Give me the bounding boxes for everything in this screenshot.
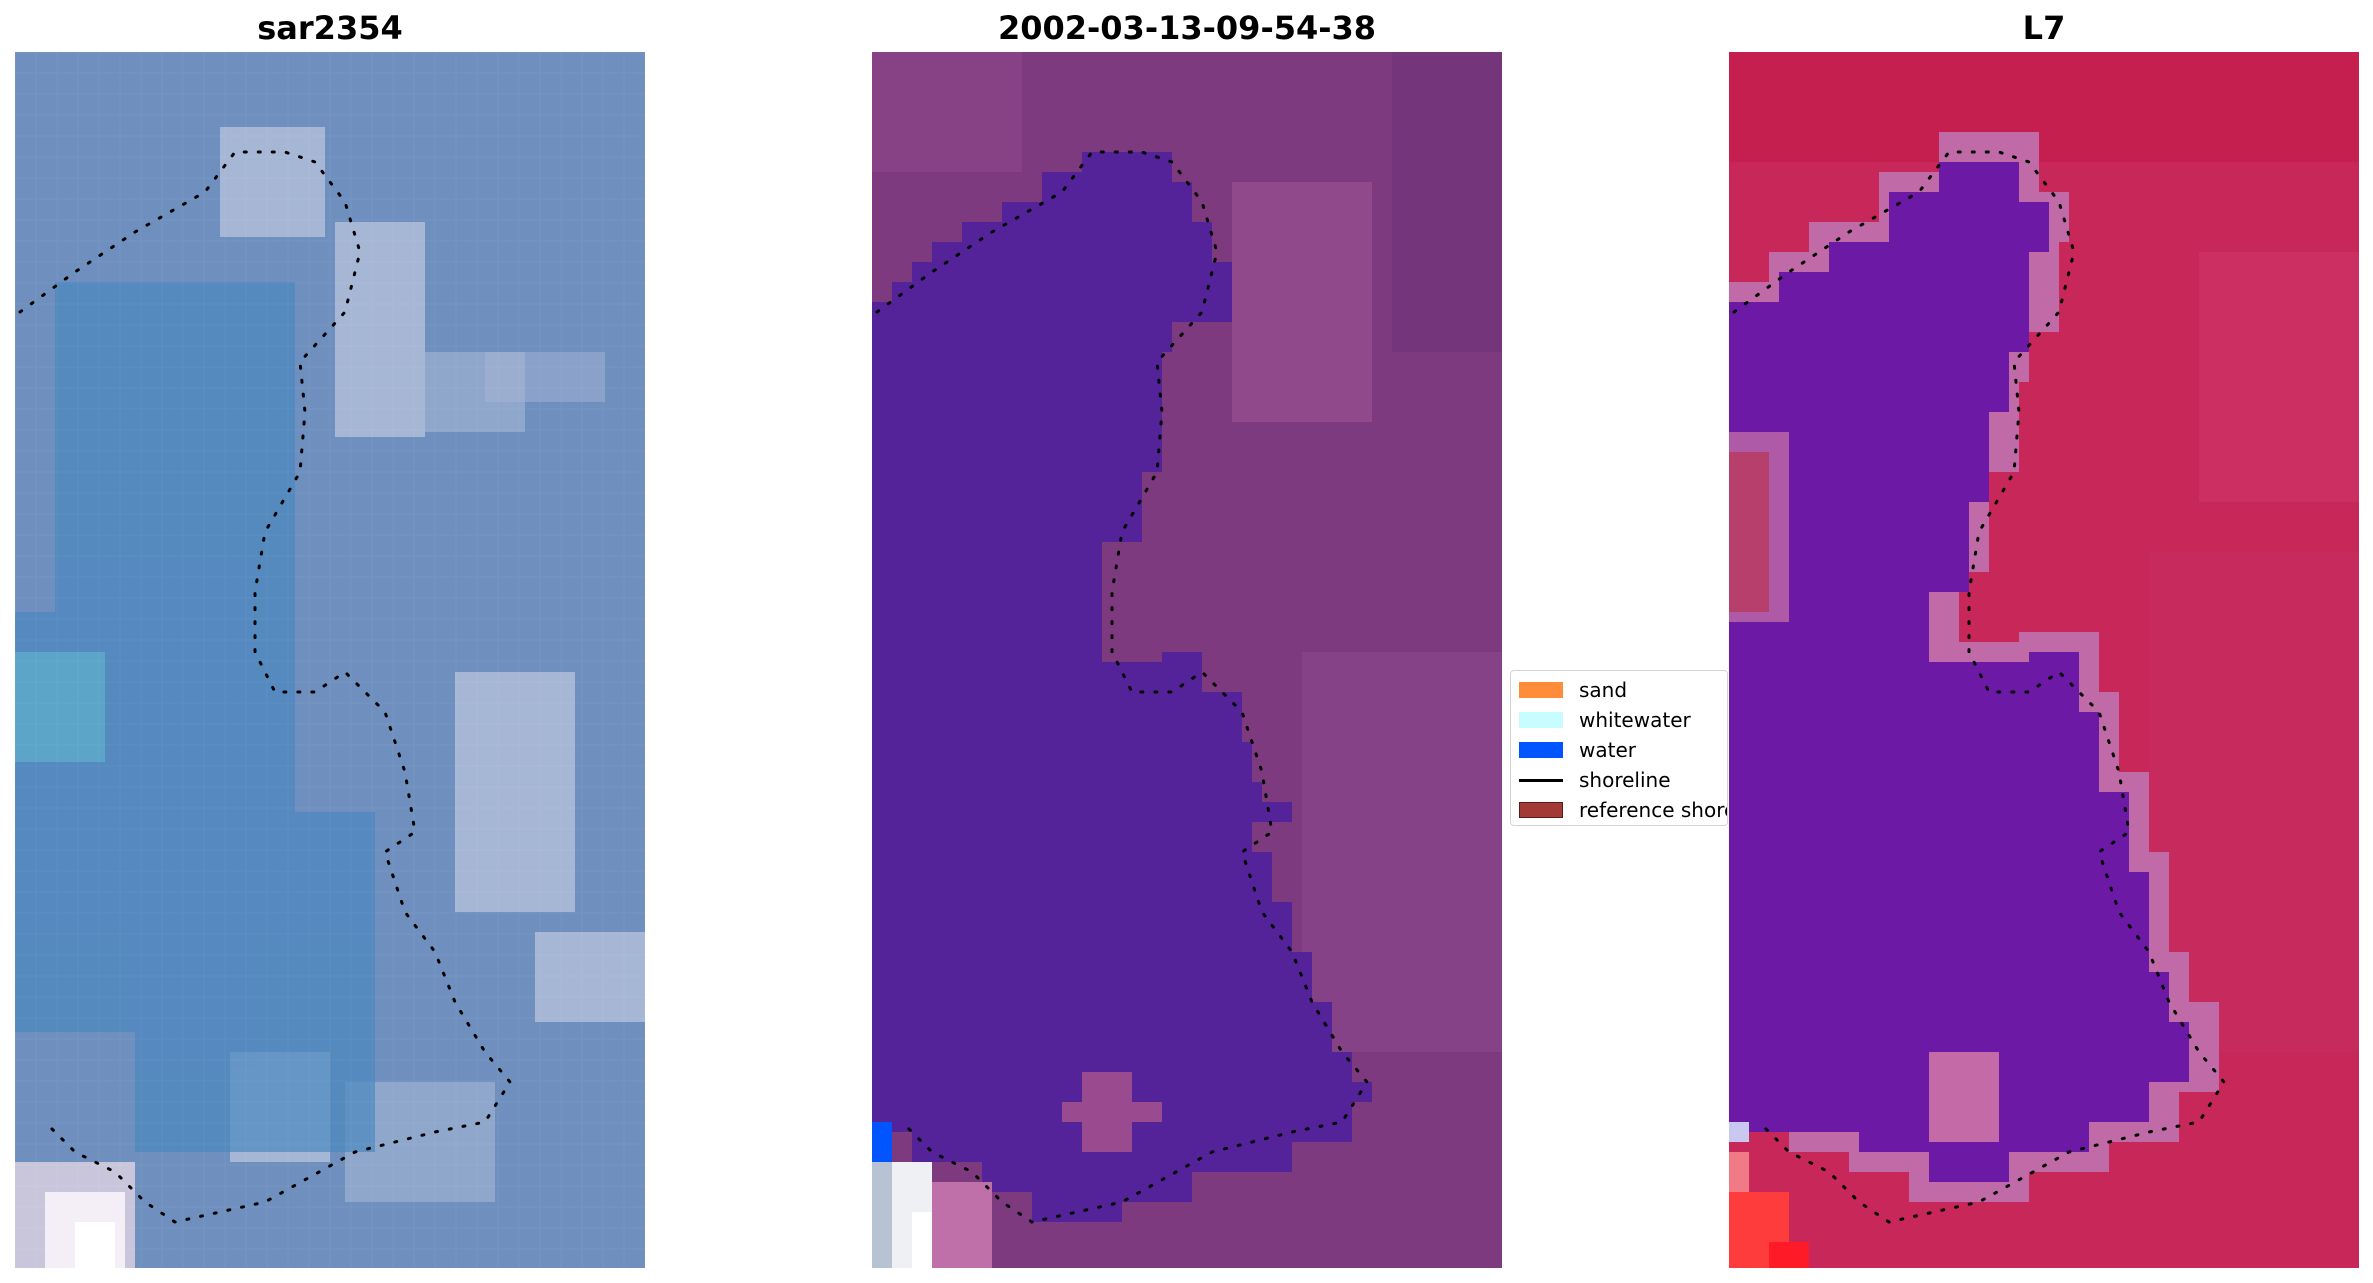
index-red-patch (1729, 1152, 1809, 1268)
legend-item-shoreline: shoreline (1511, 765, 1727, 795)
rgb-image-panel (15, 52, 645, 1268)
classified-image-panel (872, 52, 1502, 1268)
index-inner-land (1929, 1052, 1999, 1142)
panel-title-left: sar2354 (257, 9, 403, 47)
whitewater-swatch-icon (1519, 712, 1563, 728)
shoreline-right (1732, 150, 2226, 1224)
shoreline-middle (875, 150, 1369, 1224)
legend: sand whitewater water shoreline referenc… (1510, 670, 1728, 826)
water-swatch-icon (1519, 742, 1563, 758)
index-image-panel (1729, 52, 2359, 1268)
legend-item-water: water (1511, 735, 1727, 765)
legend-clip-edge (1729, 670, 1731, 826)
shoreline-overlay (18, 150, 2226, 1224)
classified-water-pixel (872, 1122, 892, 1162)
panel-title-right: L7 (2022, 9, 2066, 47)
legend-item-sand: sand (1511, 675, 1727, 705)
classified-image (872, 52, 1502, 1268)
shoreline-left (18, 150, 512, 1224)
legend-item-reference-shoreline: reference shoreline (1511, 795, 1727, 825)
shoreline-line-icon (1519, 778, 1563, 782)
index-water-body (1729, 162, 2189, 1182)
panel-title-middle: 2002-03-13-09-54-38 (997, 9, 1377, 47)
reference-shoreline-swatch-icon (1519, 802, 1563, 818)
sand-swatch-icon (1519, 682, 1563, 698)
legend-item-whitewater: whitewater (1511, 705, 1727, 735)
index-image (1729, 52, 2359, 1268)
classified-land-variation (872, 52, 1502, 1052)
rgb-image (15, 52, 645, 1268)
classified-water-body (872, 152, 1372, 1222)
classified-white-patch (872, 1162, 992, 1268)
